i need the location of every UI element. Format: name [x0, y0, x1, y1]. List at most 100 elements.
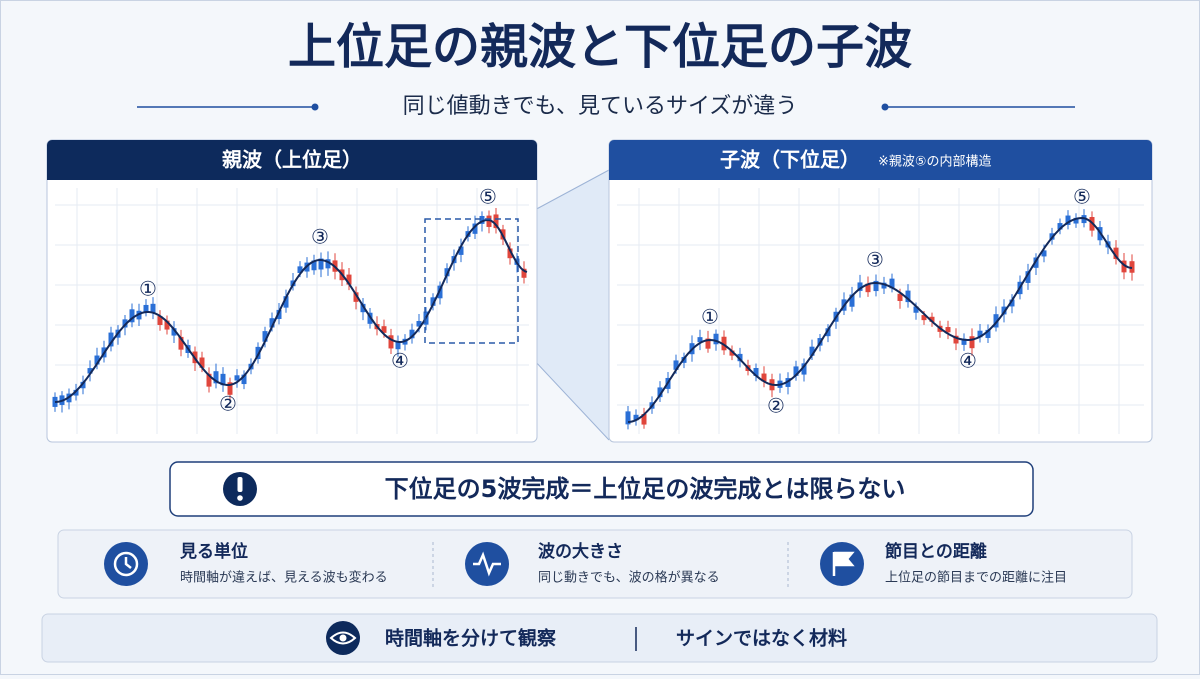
candle [897, 293, 903, 301]
candle [761, 373, 767, 382]
wave-label: ⑤ [1073, 185, 1091, 209]
points-box [57, 529, 1133, 599]
candle [262, 331, 268, 342]
panel-header [47, 140, 537, 180]
candle [283, 296, 289, 308]
candle [122, 319, 128, 328]
candle [325, 259, 331, 269]
candle [873, 280, 879, 292]
wave-label: ② [767, 394, 785, 418]
candle [657, 387, 663, 398]
candle [521, 268, 527, 278]
candle [961, 338, 967, 345]
wave-line [627, 216, 1133, 423]
panel [46, 139, 538, 443]
candle [94, 355, 100, 365]
eye-icon [329, 631, 357, 645]
panel-title: 子波（下位足） [720, 148, 860, 172]
candle [143, 304, 149, 312]
candle [129, 309, 135, 323]
candle [865, 283, 871, 293]
candle [705, 338, 711, 349]
candle [1129, 261, 1135, 273]
candle [430, 297, 436, 306]
panel [608, 139, 1153, 443]
candle [1121, 260, 1127, 273]
candle [737, 353, 743, 362]
candle [227, 382, 233, 395]
candle [493, 214, 499, 229]
candle [206, 373, 212, 387]
candle [1001, 306, 1007, 315]
candle [809, 346, 815, 356]
candle [311, 260, 317, 271]
candle [633, 414, 639, 421]
candle [346, 274, 352, 285]
candle [416, 320, 422, 327]
alert-icon [237, 495, 243, 501]
candle [171, 328, 177, 336]
candle [409, 329, 415, 339]
wave-label: ③ [866, 248, 884, 272]
candle [507, 248, 513, 259]
candle [673, 360, 679, 370]
candle [472, 223, 478, 234]
candle [801, 363, 807, 375]
candle [929, 316, 935, 322]
eye-icon [339, 634, 347, 642]
footer-text: サインではなく材料 [676, 627, 847, 650]
title: 上位足の親波と下位足の子波 [288, 19, 912, 75]
point-text: 同じ動きでも、波の格が異なる [538, 570, 720, 586]
point-text: 上位足の節目までの距離に注目 [885, 571, 1067, 586]
candle [276, 309, 282, 319]
candle [388, 335, 394, 349]
panel-header [609, 140, 1152, 180]
candle [360, 303, 366, 313]
candle [178, 336, 184, 350]
candle [1113, 247, 1119, 260]
wave-line [54, 218, 528, 403]
zoom-box [424, 218, 519, 344]
candle [945, 327, 951, 333]
candle [199, 357, 205, 368]
point-title: 節目との距離 [884, 541, 987, 562]
candle [969, 336, 975, 349]
callout-box [169, 461, 1034, 517]
candle [353, 292, 359, 302]
wave-chart: ① ② ③ ④ ⑤ [617, 185, 1144, 434]
candle [73, 389, 79, 396]
candle [625, 411, 631, 425]
candle [164, 320, 170, 330]
clock-icon [113, 551, 139, 577]
clock-icon [124, 557, 132, 569]
candle [753, 368, 759, 376]
candle [921, 315, 927, 321]
candle [108, 332, 114, 347]
candle [905, 290, 911, 303]
flag-icon [832, 551, 855, 576]
footer-box [41, 613, 1158, 663]
candle [157, 316, 163, 326]
candle [220, 373, 226, 386]
candle [985, 329, 991, 338]
candle [87, 368, 93, 374]
alert-icon [237, 477, 243, 492]
candle [479, 215, 485, 224]
candle [150, 303, 156, 313]
candle [721, 336, 727, 351]
candle [913, 306, 919, 313]
wave-label: ④ [391, 349, 409, 373]
panel-title: 親波（上位足） [222, 148, 362, 172]
candle [1041, 250, 1047, 257]
candle [697, 337, 703, 343]
wave-label: ② [219, 392, 237, 416]
zoom-wedge [518, 170, 609, 440]
wave-label: ① [139, 277, 157, 301]
candle [1073, 217, 1079, 224]
candle [213, 371, 219, 384]
wave-label: ③ [311, 225, 329, 249]
candle [381, 326, 387, 333]
candle [881, 282, 887, 289]
candle [977, 330, 983, 338]
subtitle: 同じ値動きでも、見ているサイズが違う [403, 94, 798, 119]
